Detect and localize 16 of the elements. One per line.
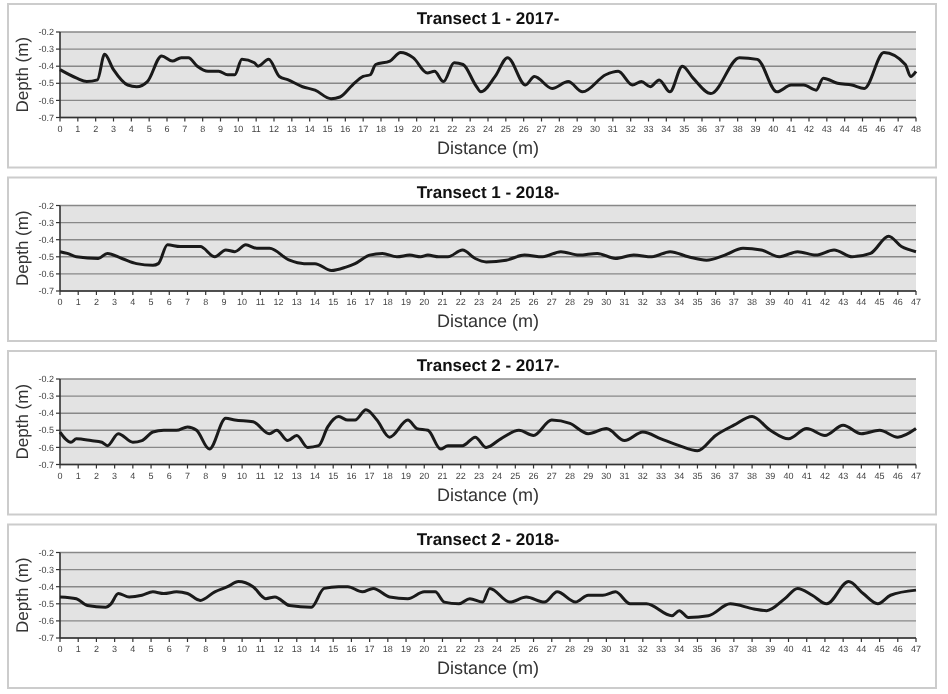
line-series (58, 234, 918, 272)
x-axis-title: Distance (m) (436, 484, 540, 505)
chart-title: Transect 1 - 2017- (416, 8, 560, 28)
x-axis-title: Distance (m) (436, 137, 540, 158)
x-axis-title: Distance (m) (436, 311, 540, 331)
line-series (58, 580, 918, 619)
y-axis-title: Depth (m) (12, 36, 32, 113)
chart-title: Transect 2 - 2018- (416, 528, 560, 549)
y-axis-title: Depth (m) (12, 557, 32, 634)
line-series (58, 51, 918, 101)
line-series (58, 408, 918, 453)
x-axis-title: Distance (m) (436, 658, 540, 678)
chart-title: Transect 1 - 2018- (416, 181, 560, 202)
y-axis-title: Depth (m) (12, 383, 32, 460)
y-axis-title: Depth (m) (12, 210, 32, 287)
chart-title: Transect 2 - 2017- (416, 355, 560, 375)
